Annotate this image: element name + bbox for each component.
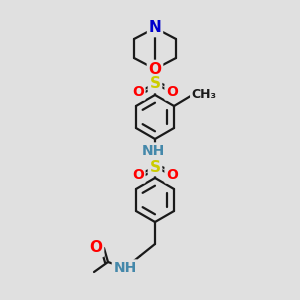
Text: NH: NH xyxy=(113,261,136,275)
Text: O: O xyxy=(132,168,144,182)
Text: O: O xyxy=(148,61,161,76)
Text: O: O xyxy=(166,85,178,99)
Text: N: N xyxy=(148,20,161,35)
Text: S: S xyxy=(149,160,161,175)
Text: O: O xyxy=(89,241,103,256)
Text: O: O xyxy=(132,85,144,99)
Text: NH: NH xyxy=(141,144,165,158)
Text: S: S xyxy=(149,76,161,92)
Text: O: O xyxy=(166,168,178,182)
Text: CH₃: CH₃ xyxy=(192,88,217,100)
